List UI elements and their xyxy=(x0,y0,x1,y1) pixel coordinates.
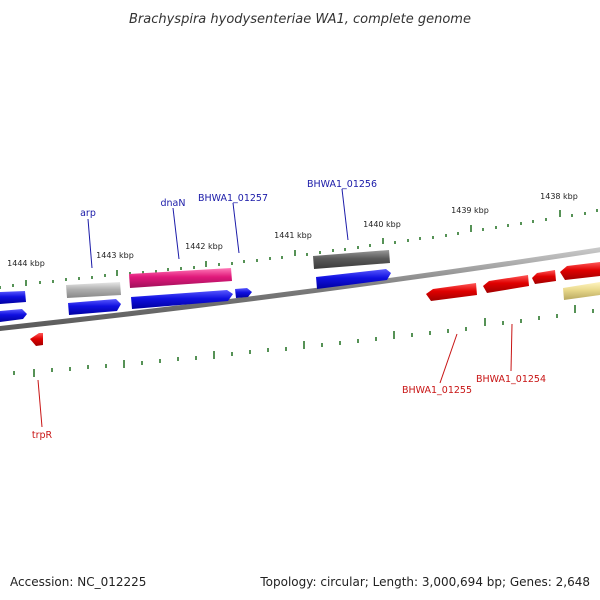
dnaN-leader-line xyxy=(172,207,180,260)
forward-cds-arrow[interactable] xyxy=(0,309,27,322)
reverse-cds-arrow[interactable] xyxy=(560,262,600,280)
trpR-leader-line xyxy=(37,379,43,428)
gene-label-arp[interactable]: arp xyxy=(80,208,96,219)
tick-label-1443: 1443 kbp xyxy=(96,251,134,260)
gene-label-trpR[interactable]: trpR xyxy=(32,430,53,441)
tick-label-1439: 1439 kbp xyxy=(451,206,489,215)
tick-label-1440: 1440 kbp xyxy=(363,220,401,229)
bhwa1-01256-feature[interactable] xyxy=(313,250,390,269)
bhwa1-01254-cds-arrow[interactable] xyxy=(483,275,529,293)
arp-leader-line xyxy=(87,218,93,269)
genome-backbone xyxy=(0,247,600,331)
forward-tick-track xyxy=(0,209,598,289)
tick-label-1442: 1442 kbp xyxy=(185,242,223,251)
gene-label-bhwa1-01256[interactable]: BHWA1_01256 xyxy=(307,179,377,190)
yellow-feature[interactable] xyxy=(563,282,600,300)
arp-cds-arrow[interactable] xyxy=(68,299,121,315)
bhwa1-01256-leader-line xyxy=(341,188,349,241)
dnaN-cds-arrow[interactable] xyxy=(131,290,233,309)
bhwa1-01255-cds-arrow[interactable] xyxy=(426,283,477,301)
bhwa1-01257-leader-line xyxy=(232,202,240,254)
reverse-cds-arrow[interactable] xyxy=(532,270,556,284)
trpR-cds-arrow[interactable] xyxy=(30,333,43,346)
arp-feature[interactable] xyxy=(66,282,121,298)
gene-label-bhwa1-01255[interactable]: BHWA1_01255 xyxy=(402,385,472,396)
bhwa1-01255-leader-line xyxy=(439,333,458,384)
gene-label-bhwa1-01257[interactable]: BHWA1_01257 xyxy=(198,193,268,204)
reverse-tick-track xyxy=(13,305,594,377)
tick-label-1441: 1441 kbp xyxy=(274,231,312,240)
tick-label-1438: 1438 kbp xyxy=(540,192,578,201)
forward-cds-arrow[interactable] xyxy=(0,291,26,304)
bhwa1-01257-cds-arrow[interactable] xyxy=(235,288,252,298)
accession-text: Accession: NC_012225 xyxy=(10,575,146,589)
dnaN-feature[interactable] xyxy=(129,268,232,288)
map-title: Brachyspira hyodysenteriae WA1, complete… xyxy=(129,12,471,27)
bhwa1-01254-leader-line xyxy=(510,323,513,372)
tick-label-1444: 1444 kbp xyxy=(7,259,45,268)
genome-stats-text: Topology: circular; Length: 3,000,694 bp… xyxy=(259,575,590,589)
gene-label-dnaN[interactable]: dnaN xyxy=(161,198,186,209)
gene-label-bhwa1-01254[interactable]: BHWA1_01254 xyxy=(476,374,546,385)
bhwa1-01256-cds-arrow[interactable] xyxy=(316,269,391,289)
